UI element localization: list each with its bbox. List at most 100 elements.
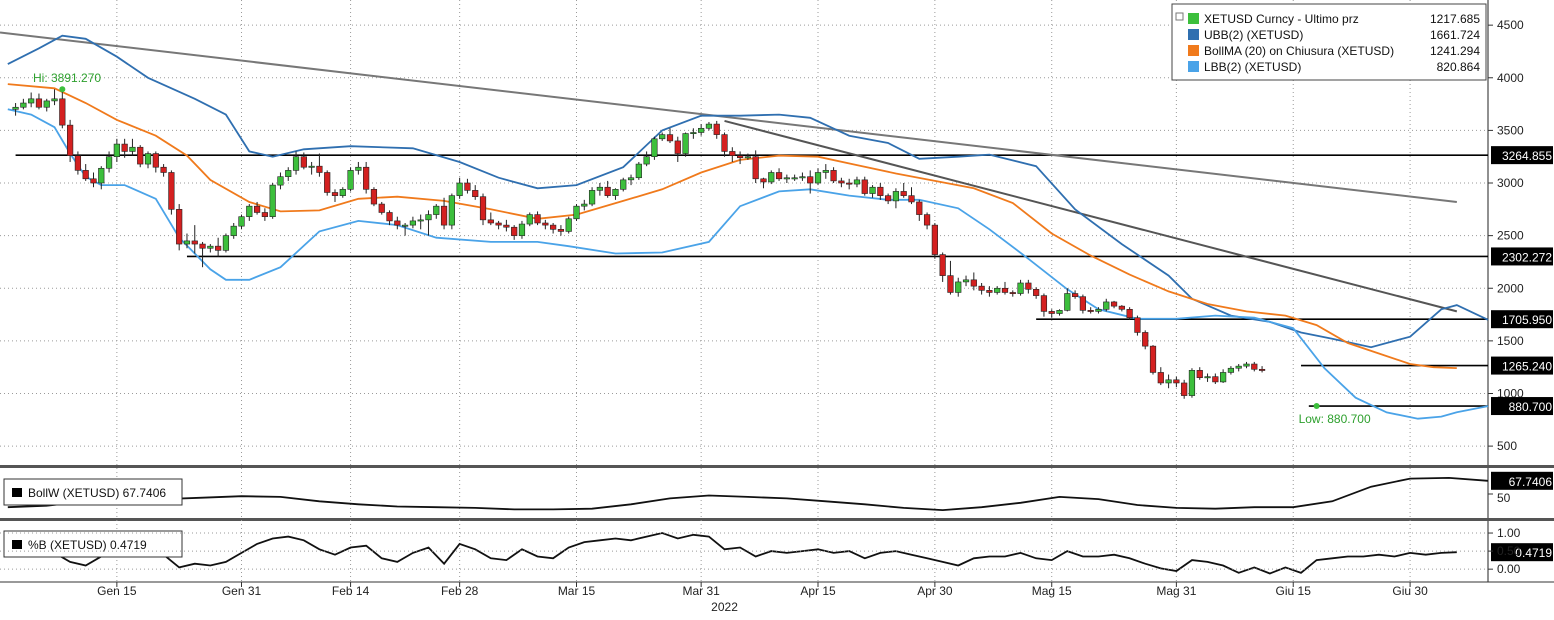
candle <box>51 89 58 106</box>
candle-body <box>690 132 697 134</box>
candle-body <box>900 191 907 196</box>
candle <box>113 138 120 162</box>
candle-body <box>612 189 619 196</box>
candle-body <box>331 192 339 196</box>
candle <box>627 174 635 186</box>
bollw-label: BollW (XETUSD) 67.7406 <box>28 486 166 500</box>
candle-body <box>1079 296 1086 311</box>
legend-label: LBB(2) (XETUSD) <box>1204 60 1301 74</box>
candle <box>1079 294 1086 314</box>
bollw-label-box: BollW (XETUSD) 67.7406 <box>3 478 183 506</box>
candle-body <box>12 106 19 110</box>
y-tick-label: 500 <box>1497 439 1517 453</box>
candle <box>292 151 300 175</box>
pctb-label: %B (XETUSD) 0.4719 <box>28 538 147 552</box>
candle <box>1048 309 1055 318</box>
candle-body <box>59 98 66 126</box>
candle <box>542 219 549 230</box>
candle-body <box>970 279 977 287</box>
candle-body <box>659 134 666 140</box>
panel-separator <box>0 518 1554 521</box>
candle-body <box>82 170 89 180</box>
x-tick-label: Giu 30 <box>1392 584 1428 598</box>
candle <box>588 187 596 207</box>
level-tag-box <box>1491 356 1553 375</box>
candle-body <box>238 216 245 227</box>
candle <box>409 216 417 229</box>
x-tick-label: Feb 28 <box>441 584 479 598</box>
candle-body <box>495 222 502 226</box>
x-tick-label: Feb 14 <box>332 584 370 598</box>
candle <box>799 172 806 181</box>
legend-swatch <box>1188 13 1199 24</box>
candle <box>1212 373 1219 385</box>
candle <box>744 153 751 160</box>
legend-swatch <box>1188 45 1199 56</box>
candle-body <box>877 186 884 196</box>
candle <box>612 188 619 200</box>
candle <box>440 197 448 230</box>
candle <box>1064 288 1071 312</box>
candle-body <box>1110 301 1118 307</box>
candle <box>1227 366 1235 375</box>
candle <box>713 120 720 139</box>
pctb-swatch <box>12 540 22 549</box>
candle <box>620 177 627 192</box>
candle <box>534 211 541 226</box>
candle-body <box>814 172 822 184</box>
candle <box>1009 290 1016 297</box>
candle <box>207 244 214 253</box>
series-line <box>7 108 1489 420</box>
candle-body <box>1033 289 1040 296</box>
candle-body <box>316 165 323 173</box>
candle <box>269 183 276 219</box>
candle-body <box>183 240 191 245</box>
candle-body <box>775 172 783 180</box>
candle <box>105 151 113 173</box>
candle <box>666 128 674 144</box>
candle <box>1243 361 1250 369</box>
candle <box>775 168 783 181</box>
candle-body <box>853 179 861 185</box>
pctb-tick-label: 1.00 <box>1497 526 1521 540</box>
candle <box>144 151 152 169</box>
candle-body <box>440 205 448 226</box>
candle-body <box>1040 295 1048 312</box>
level-tag-text: 880.700 <box>1509 400 1553 414</box>
candle <box>402 223 409 236</box>
candle <box>230 223 237 239</box>
candle-body <box>394 220 401 226</box>
candle <box>838 177 845 188</box>
y-tick-label: 3000 <box>1497 176 1524 190</box>
candle-body <box>588 190 596 205</box>
candle-body <box>456 182 463 196</box>
pctb-label-box: %B (XETUSD) 0.4719 <box>3 530 183 558</box>
legend-value: 820.864 <box>1437 60 1481 74</box>
candle-body <box>1149 345 1157 373</box>
candle <box>900 183 907 198</box>
candle-body <box>51 98 58 102</box>
candle <box>1095 307 1102 314</box>
candle <box>316 153 323 177</box>
level-tag-text: 1265.240 <box>1502 360 1552 374</box>
y-tick-label: 1500 <box>1497 334 1524 348</box>
legend-item: UBB(2) (XETUSD) 1661.724 <box>1188 28 1480 42</box>
candle <box>176 204 183 251</box>
candle-body <box>923 214 931 226</box>
candle <box>347 167 354 192</box>
candle-body <box>503 224 510 228</box>
x-tick-label: Mar 31 <box>682 584 720 598</box>
y-tick-label: 4000 <box>1497 71 1524 85</box>
trendline <box>0 31 1457 203</box>
high-marker <box>59 86 66 93</box>
candle-body <box>931 224 938 255</box>
candle-body <box>1165 379 1172 384</box>
candle-body <box>144 153 152 165</box>
candle-body <box>565 218 572 232</box>
candle <box>947 260 954 295</box>
candle <box>1149 345 1157 375</box>
candle-body <box>822 170 829 173</box>
candle <box>518 220 526 239</box>
pctb-value-box <box>1491 543 1553 562</box>
candle-body <box>308 165 315 168</box>
